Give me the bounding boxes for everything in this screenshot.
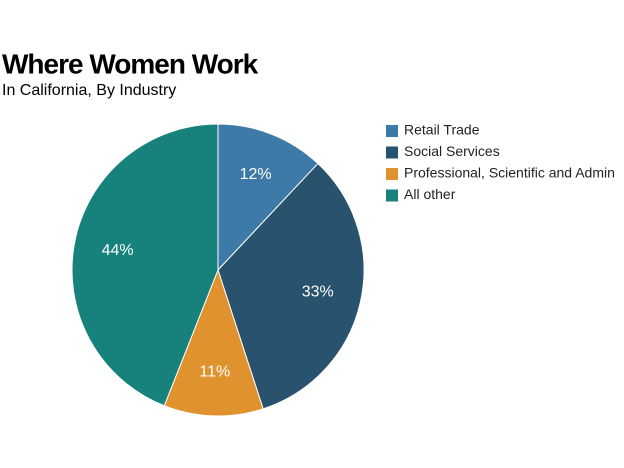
chart-title: Where Women Work	[2, 48, 259, 79]
legend-text: All other	[404, 186, 456, 202]
pie-slice	[217, 162, 365, 410]
legend-swatch	[386, 189, 398, 202]
slice-label: 44%	[102, 242, 134, 259]
legend-swatch	[386, 125, 398, 137]
legend-text: Social Services	[404, 143, 500, 159]
pie-slice	[163, 268, 264, 417]
legend-swatch	[386, 146, 398, 159]
pie-slice	[71, 123, 219, 407]
legend-swatch	[386, 168, 398, 180]
legend-text: Retail Trade	[404, 122, 480, 138]
slice-label: 11%	[199, 363, 230, 380]
slice-label: 33%	[302, 284, 334, 301]
slice-label: 12%	[240, 166, 272, 183]
chart-subtitle: In California, By Industry	[2, 82, 176, 99]
pie-slice	[217, 123, 319, 272]
legend-text: Professional, Scientific and Admin	[404, 165, 615, 181]
